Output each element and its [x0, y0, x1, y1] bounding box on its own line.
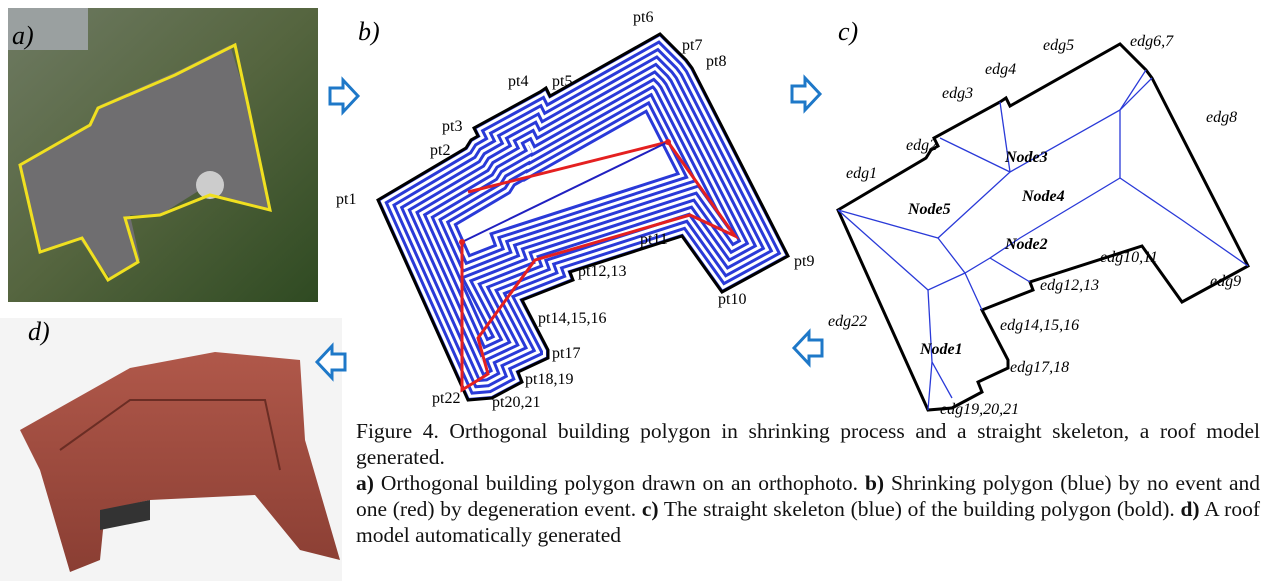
skeleton-diagram — [838, 44, 1248, 410]
point-label: pt9 — [794, 253, 814, 270]
caption: Figure 4. Orthogonal building polygon in… — [356, 418, 1260, 548]
panel-label: b) — [358, 17, 380, 46]
point-label: pt18,19 — [525, 371, 573, 388]
edge-label: edg10,11 — [1100, 249, 1158, 266]
panel-label: a) — [12, 21, 34, 50]
point-label: pt4 — [508, 73, 528, 90]
point-label: pt11 — [640, 231, 668, 248]
point-label: pt8 — [706, 53, 726, 70]
edge-label: edg8 — [1206, 109, 1237, 126]
edge-label: edg22 — [828, 313, 867, 330]
part-label: b) — [865, 471, 884, 495]
point-label: pt14,15,16 — [538, 310, 606, 327]
part-text: The straight skeleton (blue) of the buil… — [664, 497, 1175, 521]
edge-label: edg5 — [1043, 37, 1074, 54]
point-label: pt1 — [336, 191, 356, 208]
edge-label: edg4 — [985, 61, 1016, 78]
point-label: pt17 — [552, 345, 580, 362]
node-label: Node5 — [907, 201, 951, 218]
node-label: Node3 — [1004, 149, 1048, 166]
part-label: c) — [642, 497, 659, 521]
node-label: Node2 — [1004, 236, 1048, 253]
edge-label: edg17,18 — [1010, 359, 1069, 376]
point-label: pt10 — [718, 291, 746, 308]
node-label: Node1 — [919, 341, 963, 358]
node-label: Node4 — [1021, 188, 1065, 205]
point-label: pt6 — [633, 9, 653, 26]
point-label: pt5 — [552, 73, 572, 90]
edge-label: edg19,20,21 — [940, 401, 1019, 418]
part-label: d) — [1180, 497, 1199, 521]
point-label: pt3 — [442, 118, 462, 135]
point-label: pt7 — [682, 37, 702, 54]
orthophoto — [8, 8, 318, 302]
edge-label: edg2 — [906, 137, 937, 154]
part-text: Orthogonal building polygon drawn on an … — [381, 471, 858, 495]
caption-title: Figure 4. Orthogonal building polygon in… — [356, 419, 1260, 469]
page: a) b) pt1 pt2 pt3 pt4 pt5 pt6 pt7pt8 pt9 pt1… — [0, 0, 1268, 581]
edge-label: edg3 — [942, 85, 973, 102]
point-label: pt20,21 — [492, 394, 540, 411]
point-label: pt2 — [430, 142, 450, 159]
edge-label: edg9 — [1210, 273, 1241, 290]
edge-label: edg12,13 — [1040, 277, 1099, 294]
edge-label: edg14,15,16 — [1000, 317, 1079, 334]
panel-label: c) — [838, 17, 858, 46]
point-label: pt22 — [432, 390, 460, 407]
edge-label: edg6,7 — [1130, 33, 1174, 50]
panel-label: d) — [28, 317, 50, 346]
shrinking-polygons — [378, 34, 788, 400]
point-label: pt12,13 — [578, 263, 626, 280]
edge-label: edg1 — [846, 165, 877, 182]
part-label: a) — [356, 471, 374, 495]
